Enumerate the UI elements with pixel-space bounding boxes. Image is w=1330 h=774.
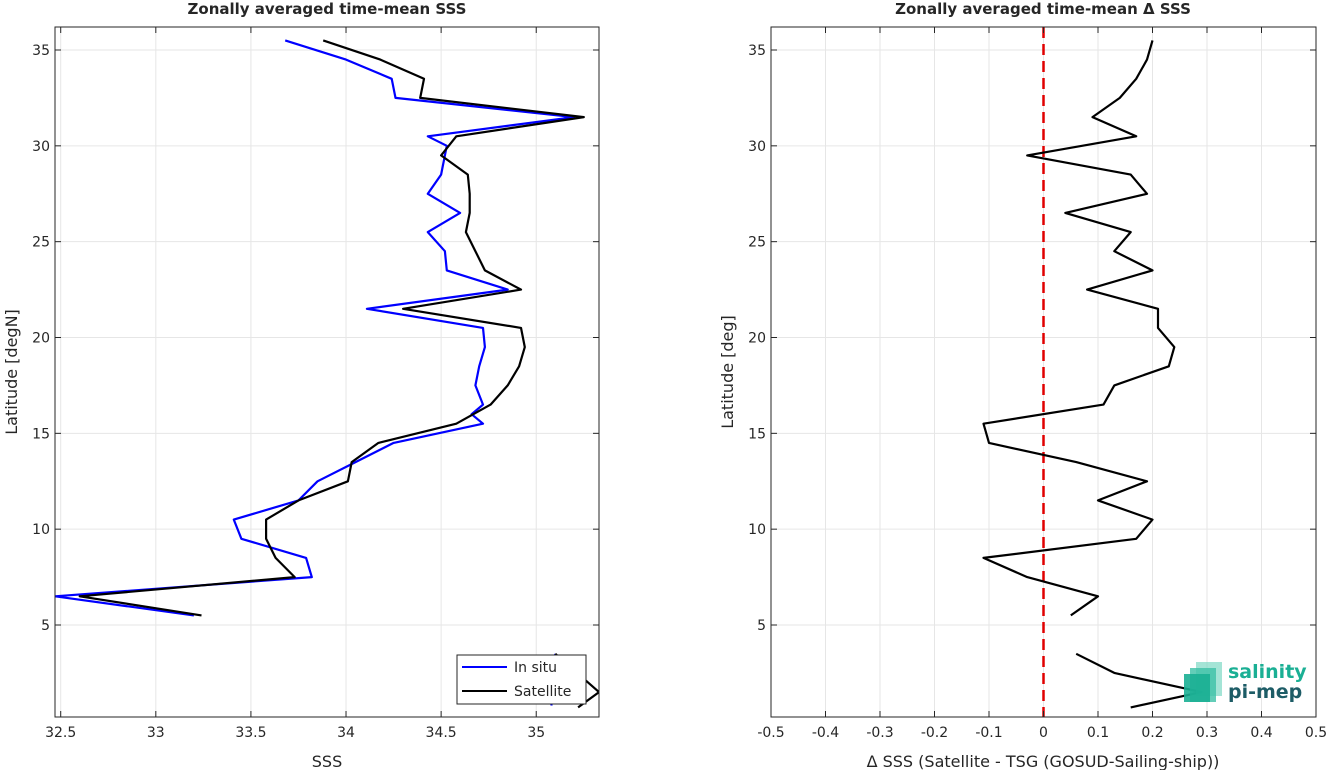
right-y-tick-label: 10 xyxy=(748,522,766,538)
right-y-tick-label: 20 xyxy=(748,331,766,347)
legend: In situ Satellite xyxy=(456,654,587,705)
left-x-tick-label: 34 xyxy=(337,725,355,741)
right-x-tick-label: 0.1 xyxy=(1087,725,1109,741)
left-x-axis-label: SSS xyxy=(312,752,342,770)
left-x-tick-label: 33.5 xyxy=(235,725,266,741)
right-chart: -0.5 -0.4 -0.3 -0.2 -0.1 0 0.1 0.2 0.3 0.4 0.5 5 10 1… xyxy=(718,0,1327,771)
logo-text-line2: pi-mep xyxy=(1228,681,1302,703)
left-y-tick-label: 15 xyxy=(32,426,50,442)
left-y-tick-label: 25 xyxy=(32,235,50,251)
right-y-tick-label: 15 xyxy=(748,426,766,442)
right-x-tick-label: 0.4 xyxy=(1250,725,1272,741)
right-x-axis-label: Δ SSS (Satellite - TSG (GOSUD-Sailing-sh… xyxy=(867,752,1220,770)
right-series-delta-sss-line xyxy=(982,40,1176,617)
left-x-tick-label: 32.5 xyxy=(45,725,76,741)
right-chart-title: Zonally averaged time-mean Δ SSS xyxy=(895,0,1191,18)
right-x-tick-label: 0.2 xyxy=(1141,725,1163,741)
legend-box xyxy=(456,654,587,705)
right-y-tick-label: 35 xyxy=(748,43,766,59)
right-x-tick-label: -0.2 xyxy=(921,725,948,741)
left-y-axis-label: Latitude [degN] xyxy=(2,309,21,435)
left-grid xyxy=(55,27,599,717)
left-chart: 32.5 33 33.5 34 34.5 35 5 10 15 20 25 30 35 Zonally … xyxy=(2,0,600,771)
right-x-tick-label: -0.3 xyxy=(866,725,893,741)
right-x-tick-label: 0 xyxy=(1039,725,1048,741)
right-x-tick-label: -0.1 xyxy=(975,725,1002,741)
left-ticks: 32.5 33 33.5 34 34.5 35 5 10 15 20 25 30 35 xyxy=(32,27,599,741)
left-plot-frame xyxy=(54,26,600,718)
right-series-delta-sss-line xyxy=(1075,652,1203,709)
right-ticks: -0.5 -0.4 -0.3 -0.2 -0.1 0 0.1 0.2 0.3 0.4 0.5 5 10 1… xyxy=(748,27,1327,741)
right-series xyxy=(982,40,1203,709)
left-x-tick-label: 34.5 xyxy=(426,725,457,741)
legend-label-satellite: Satellite xyxy=(514,684,571,700)
left-plot-area xyxy=(55,27,599,717)
left-x-tick-label: 35 xyxy=(527,725,545,741)
left-series-satellite-line xyxy=(78,39,585,617)
left-y-tick-label: 5 xyxy=(41,618,50,634)
right-x-tick-label: 0.3 xyxy=(1196,725,1218,741)
right-x-tick-label: -0.4 xyxy=(812,725,839,741)
left-y-tick-label: 20 xyxy=(32,331,50,347)
right-y-tick-label: 5 xyxy=(757,618,766,634)
left-y-tick-label: 10 xyxy=(32,522,50,538)
left-x-tick-label: 33 xyxy=(147,725,165,741)
right-x-tick-label: 0.5 xyxy=(1305,725,1327,741)
salinity-pi-mep-logo: salinity pi-mep xyxy=(1184,661,1307,703)
logo-emblem-icon xyxy=(1184,662,1222,702)
left-chart-title: Zonally averaged time-mean SSS xyxy=(188,0,467,18)
logo-text-line1: salinity xyxy=(1228,661,1307,683)
legend-label-in-situ: In situ xyxy=(514,660,557,676)
right-y-tick-label: 25 xyxy=(748,235,766,251)
right-x-tick-label: -0.5 xyxy=(757,725,784,741)
left-series-in-situ-line xyxy=(55,39,576,617)
right-y-tick-label: 30 xyxy=(748,139,766,155)
right-y-axis-label: Latitude [deg] xyxy=(718,315,737,429)
left-y-tick-label: 30 xyxy=(32,139,50,155)
left-y-tick-label: 35 xyxy=(32,43,50,59)
